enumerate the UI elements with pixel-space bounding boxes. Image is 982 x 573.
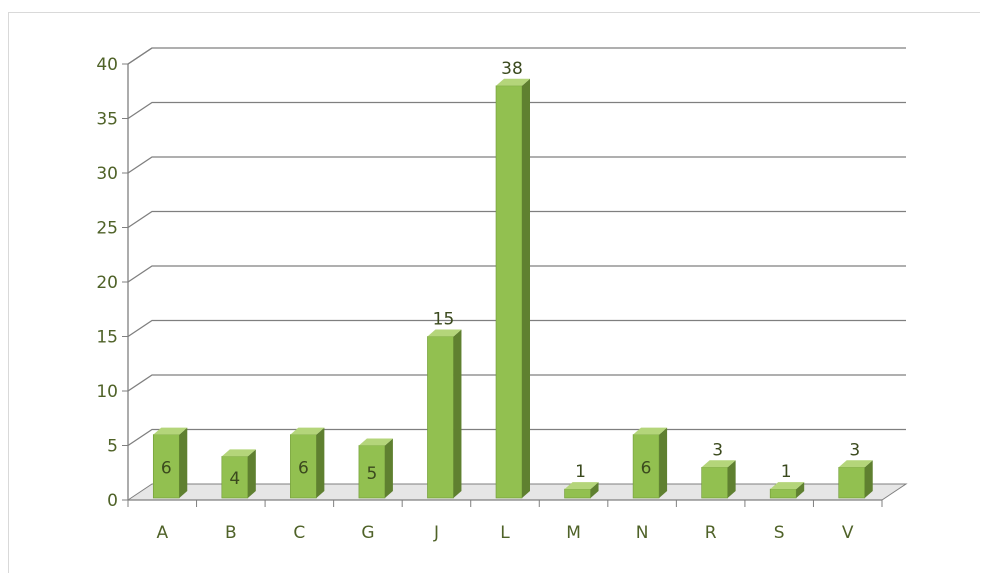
y-tick-label: 25 [96, 219, 118, 239]
bar-front [427, 336, 454, 499]
bar-front [769, 488, 797, 499]
bar [358, 438, 393, 499]
bar-top [564, 482, 599, 490]
bars [152, 78, 873, 499]
y-tick-label: 15 [96, 328, 118, 348]
bar-side [316, 427, 325, 498]
gridline [127, 374, 906, 392]
y-tick-label: 0 [107, 491, 118, 511]
bar-front [632, 434, 660, 499]
data-label: 6 [298, 458, 309, 478]
data-label: 38 [501, 59, 523, 79]
x-tick-label: V [842, 523, 854, 543]
x-tick-label: N [636, 523, 649, 543]
gridline [127, 265, 906, 283]
bar-side [384, 438, 393, 498]
bar [769, 482, 805, 499]
bar [290, 427, 325, 499]
bar-side [522, 78, 530, 499]
bar [427, 329, 462, 499]
bar [495, 78, 530, 499]
bar-side [179, 427, 188, 498]
bar-top [221, 449, 256, 457]
bar-front [838, 466, 866, 499]
data-label: 1 [575, 462, 586, 482]
x-tick-label: R [705, 523, 717, 543]
bar-top [838, 460, 873, 468]
y-tick-label: 30 [96, 164, 118, 184]
gridline [127, 101, 906, 120]
bar [564, 482, 599, 499]
bar-side [727, 460, 736, 498]
x-tick-label: G [361, 523, 374, 543]
y-tick-label: 10 [96, 382, 118, 402]
bar [632, 427, 668, 499]
bar [838, 460, 873, 499]
data-label: 3 [849, 440, 860, 460]
x-tick-label: A [156, 523, 168, 543]
bar-front [495, 85, 523, 499]
bar-top [496, 78, 530, 86]
y-axis: 0 5 10 15 20 25 30 35 40 [96, 47, 153, 511]
data-label: 15 [433, 310, 455, 330]
data-label: 5 [366, 464, 377, 484]
bar-top [153, 427, 188, 435]
x-tick-label: J [433, 523, 439, 543]
bar-side [659, 427, 668, 498]
data-label: 3 [712, 440, 723, 460]
bar-top [701, 460, 736, 468]
bar-side [796, 482, 805, 498]
bar-top [770, 482, 805, 490]
bar-side [247, 449, 256, 498]
bar-side [590, 482, 599, 498]
x-tick-label: S [774, 523, 785, 543]
data-label: 1 [781, 462, 792, 482]
gridline [127, 210, 906, 229]
bar [152, 427, 188, 499]
y-tick-label: 40 [96, 55, 118, 75]
bar-front [564, 488, 591, 499]
bar-top [427, 329, 462, 337]
bar-top [358, 438, 393, 446]
bar-top [290, 427, 325, 435]
bar [701, 460, 736, 499]
gridline [127, 319, 906, 338]
x-tick-label: C [293, 523, 305, 543]
bar [221, 449, 256, 499]
y-tick-label: 5 [107, 437, 118, 457]
bar-front [701, 466, 728, 499]
bar-top [633, 427, 668, 435]
y-tick-label: 20 [96, 273, 118, 293]
data-labels: 6 4 6 5 15 38 1 6 3 1 3 [161, 59, 860, 489]
bar-side [864, 460, 873, 498]
y-axis-depth-line [127, 47, 153, 65]
x-tick-label: L [500, 523, 510, 543]
data-label: 4 [229, 469, 240, 489]
y-tick-label: 35 [96, 110, 118, 130]
data-label: 6 [161, 458, 172, 478]
x-tick-label: B [225, 523, 237, 543]
gridline [127, 156, 906, 174]
bar-side [453, 329, 462, 498]
data-label: 6 [641, 458, 652, 478]
x-tick-label: M [566, 523, 581, 543]
bar-front [221, 456, 249, 499]
